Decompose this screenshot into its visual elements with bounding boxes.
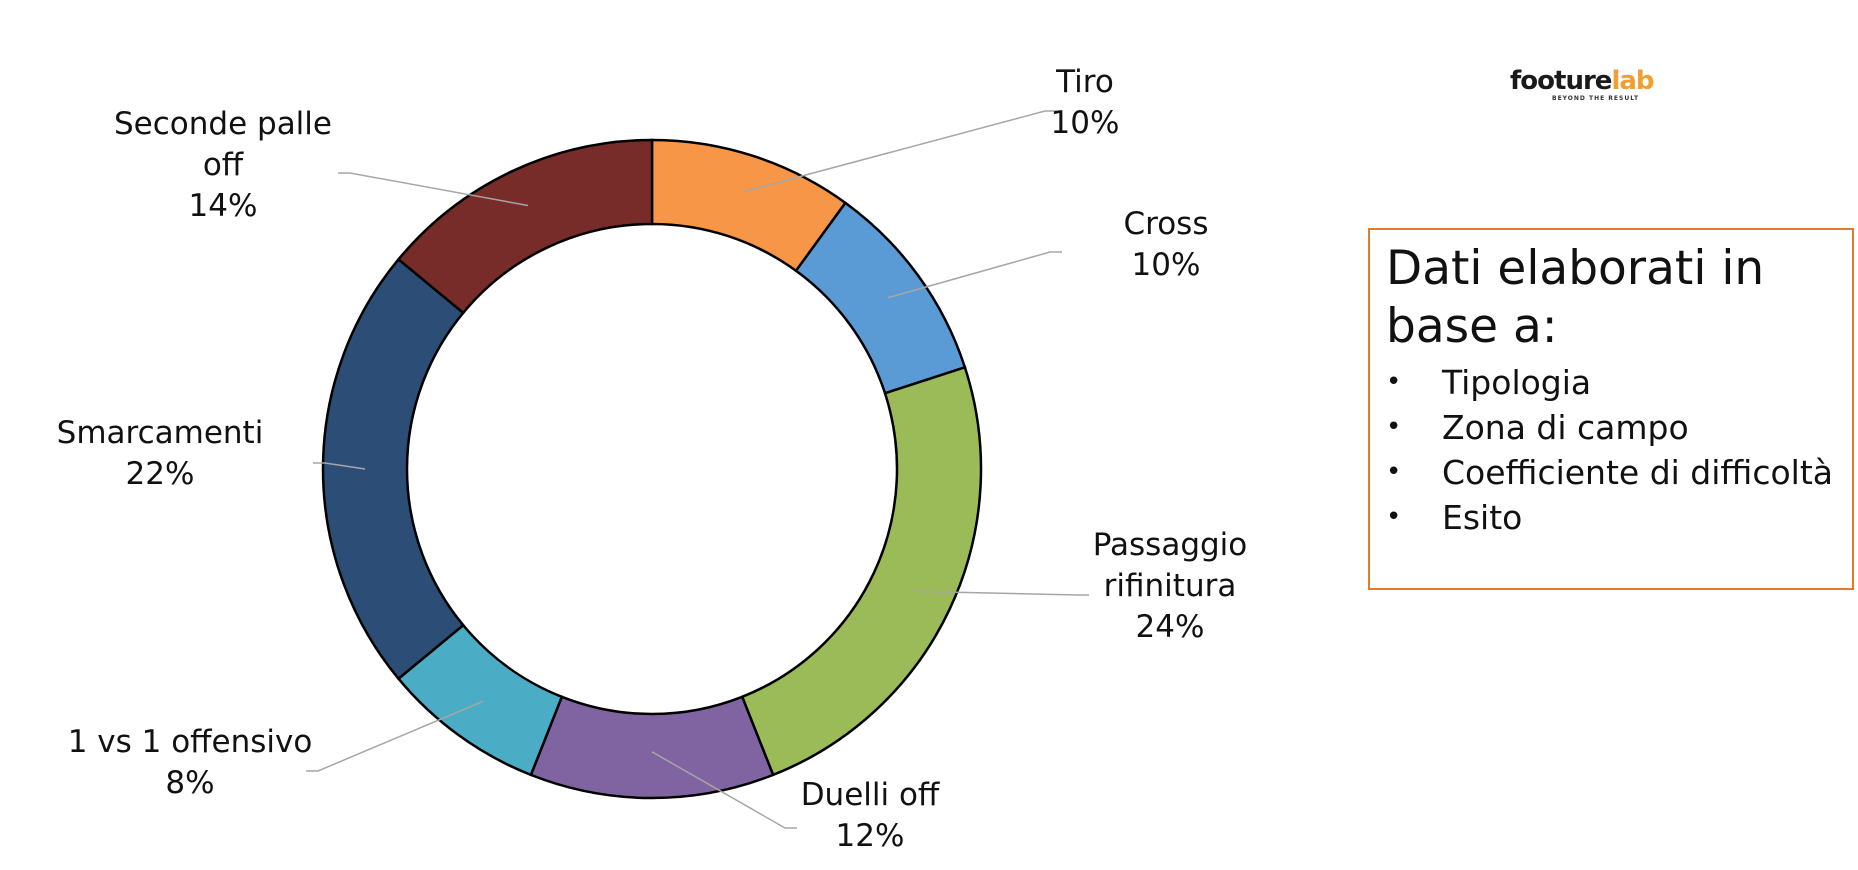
footurelab-logo: footurelab BEYOND THE RESULT (1510, 66, 1655, 106)
bullet-icon: • (1386, 457, 1402, 487)
info-item-text: Coefficiente di difficoltà (1442, 453, 1833, 492)
slice-label: Seconde palle off 14% (114, 106, 332, 224)
donut-slice (740, 365, 983, 777)
leader-line (911, 590, 1089, 596)
logo-wordmark: footurelab (1510, 66, 1655, 96)
info-list-item: • Esito (1386, 495, 1838, 540)
bullet-icon: • (1386, 502, 1402, 532)
slice-value-label: 12% (836, 818, 905, 854)
info-item-text: Esito (1442, 498, 1523, 537)
slice-name-label: Duelli off (801, 777, 940, 813)
leader-line (338, 172, 529, 207)
slice-value-label: 10% (1132, 247, 1201, 283)
slice-label: 1 vs 1 offensivo 8% (68, 724, 313, 801)
logo-word-accent: lab (1611, 66, 1654, 96)
slice-name-label: Seconde palle (114, 106, 332, 142)
leader-line (313, 462, 366, 470)
info-list-item: • Coefficiente di difficoltà (1386, 450, 1838, 495)
leader-line (651, 751, 797, 829)
info-title-line1: Dati elaborati in (1386, 241, 1765, 296)
slice-value-label: 10% (1051, 105, 1120, 141)
slice-labels: Tiro 10% Cross 10% Passaggio rifinitura 24% Due… (57, 64, 1248, 854)
slice-label: Smarcamenti 22% (57, 415, 264, 492)
info-list-item: • Zona di campo (1386, 405, 1838, 450)
donut-slice (396, 138, 654, 315)
leader-line (306, 700, 484, 772)
slice-name-label: off (203, 147, 244, 183)
donut-slice (321, 257, 465, 681)
slice-value-label: 14% (189, 188, 258, 224)
info-list-item: • Tipologia (1386, 360, 1838, 405)
slice-value-label: 24% (1136, 609, 1205, 645)
info-list: • Tipologia • Zona di campo • Coefficiente … (1386, 360, 1838, 540)
leader-line (887, 251, 1062, 299)
bullet-icon: • (1386, 367, 1402, 397)
donut-slice (529, 695, 775, 800)
logo-tagline: BEYOND THE RESULT (1552, 95, 1640, 102)
info-item-text: Tipologia (1442, 363, 1592, 402)
leader-line (741, 110, 1057, 193)
slice-name-label: Cross (1124, 206, 1209, 242)
info-title: Dati elaborati in base a: (1386, 240, 1838, 356)
slice-label: Passaggio rifinitura 24% (1093, 527, 1248, 645)
info-box: Dati elaborati in base a: • Tipologia • Zo… (1368, 228, 1854, 590)
slice-label: Tiro 10% (1051, 64, 1120, 141)
slices-layer (321, 138, 983, 800)
bullet-icon: • (1386, 412, 1402, 442)
slice-name-label: Smarcamenti (57, 415, 264, 451)
leader-lines (306, 110, 1089, 829)
slice-name-label: rifinitura (1104, 568, 1237, 604)
logo-word-dark: footure (1510, 66, 1612, 96)
slice-value-label: 22% (126, 456, 195, 492)
slice-value-label: 8% (165, 765, 214, 801)
info-item-text: Zona di campo (1442, 408, 1689, 447)
slice-label: Cross 10% (1124, 206, 1209, 283)
info-title-line2: base a: (1386, 299, 1558, 354)
slice-name-label: 1 vs 1 offensivo (68, 724, 313, 760)
slice-label: Duelli off 12% (801, 777, 940, 854)
slice-name-label: Passaggio (1093, 527, 1248, 563)
slice-name-label: Tiro (1055, 64, 1114, 100)
